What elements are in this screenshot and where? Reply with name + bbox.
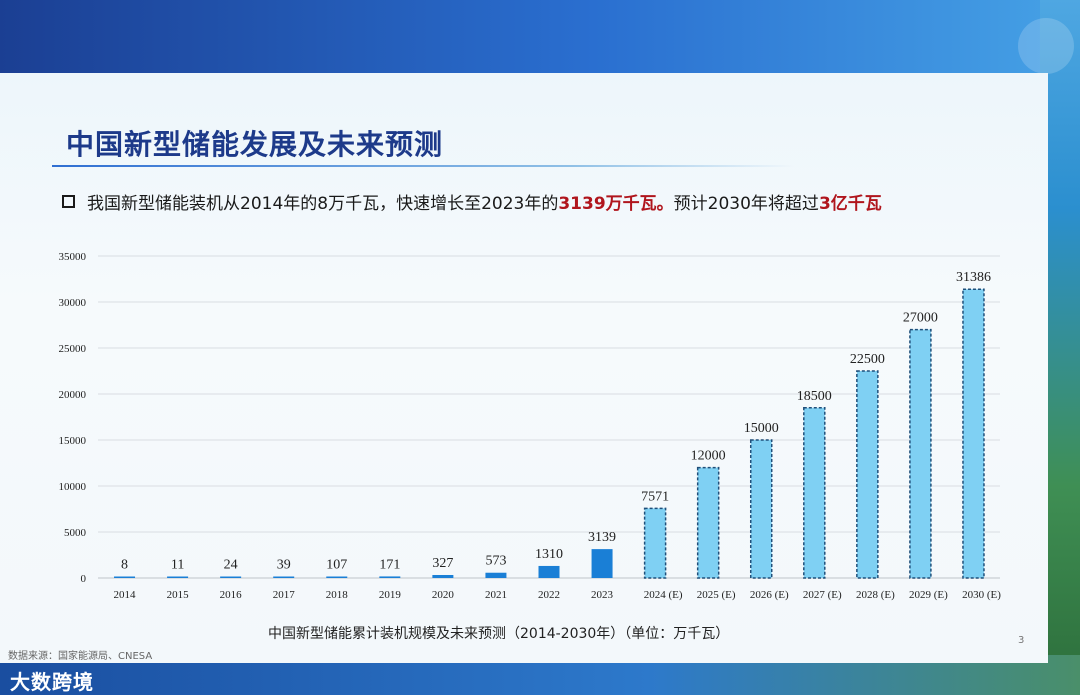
title-underline	[52, 165, 794, 167]
chart-caption: 中国新型储能累计装机规模及未来预测（2014-2030年）（单位：万千瓦）	[268, 626, 730, 642]
y-tick-label: 10000	[59, 481, 87, 493]
x-tick-label: 2015	[167, 589, 190, 601]
bar	[114, 576, 136, 578]
data-label: 3139	[588, 530, 616, 545]
bar	[485, 572, 507, 578]
data-label: 27000	[903, 311, 938, 326]
x-tick-label: 2016	[220, 589, 243, 601]
x-tick-label: 2026 (E)	[750, 589, 789, 601]
data-label: 327	[432, 556, 453, 571]
presentation-background-top	[0, 0, 1080, 80]
bar	[696, 466, 720, 579]
data-source: 数据来源：国家能源局、CNESA	[8, 651, 153, 662]
y-tick-label: 15000	[59, 435, 87, 447]
x-tick-label: 2030 (E)	[962, 589, 1001, 601]
bar	[326, 576, 348, 578]
summary-bullet: 我国新型储能装机从2014年的8万千瓦，快速增长至2023年的3139万千瓦。预…	[62, 189, 882, 214]
bullet-square-icon	[62, 195, 75, 208]
slide-title: 中国新型储能发展及未来预测	[66, 128, 444, 161]
bar	[538, 565, 560, 578]
data-label: 12000	[691, 449, 726, 464]
x-tick-label: 2017	[273, 589, 296, 601]
data-label: 24	[224, 558, 238, 573]
slide: 中国新型储能发展及未来预测 我国新型储能装机从2014年的8万千瓦，快速增长至2…	[0, 73, 1048, 663]
data-label: 171	[379, 557, 400, 572]
data-label: 15000	[744, 421, 779, 436]
bar	[909, 328, 932, 579]
data-label: 39	[277, 558, 291, 573]
page-number: 3	[1018, 635, 1025, 646]
bullet-highlight-2: 3亿千瓦	[818, 194, 882, 214]
data-label: 22500	[850, 352, 885, 367]
x-tick-label: 2024 (E)	[644, 589, 683, 601]
data-label: 573	[485, 554, 506, 569]
bar	[432, 574, 454, 578]
bar	[591, 549, 613, 578]
y-tick-label: 5000	[64, 527, 87, 539]
x-tick-label: 2021	[485, 589, 507, 601]
bar	[167, 576, 189, 578]
data-label: 107	[326, 558, 347, 573]
x-tick-label: 2025 (E)	[697, 589, 736, 601]
x-tick-label: 2029 (E)	[909, 589, 948, 601]
bar	[962, 288, 985, 579]
bar	[220, 576, 242, 578]
bullet-text-2: 预计2030年将超过	[673, 194, 819, 214]
x-tick-label: 2028 (E)	[856, 589, 895, 601]
data-label: 11	[171, 558, 184, 573]
bullet-text-1: 我国新型储能装机从2014年的8万千瓦，快速增长至2023年的	[87, 194, 559, 214]
x-tick-label: 2027 (E)	[803, 589, 842, 601]
x-tick-label: 2018	[326, 589, 349, 601]
y-tick-label: 0	[81, 573, 87, 585]
x-tick-label: 2022	[538, 589, 560, 601]
x-tick-label: 2023	[591, 589, 614, 601]
bar	[803, 407, 826, 579]
y-tick-label: 20000	[59, 389, 87, 401]
bar-chart: 0 5000 10000 15000 20000 25000 30000 35000 8 2014…	[59, 251, 1002, 601]
y-tick-label: 35000	[59, 251, 87, 263]
data-label: 8	[121, 558, 128, 573]
y-tick-label: 30000	[59, 297, 87, 309]
watermark-logo: 大数跨境	[10, 670, 94, 694]
bar	[643, 507, 667, 579]
data-label: 7571	[641, 489, 669, 504]
x-tick-label: 2019	[379, 589, 402, 601]
data-label: 1310	[535, 547, 563, 562]
bullet-highlight-1: 3139万千瓦。	[558, 194, 674, 214]
bar	[856, 370, 879, 579]
data-label: 31386	[956, 270, 991, 285]
x-tick-label: 2014	[114, 589, 137, 601]
x-tick-label: 2020	[432, 589, 455, 601]
bar	[273, 576, 295, 578]
y-tick-label: 25000	[59, 343, 87, 355]
data-label: 18500	[797, 389, 832, 404]
bar	[379, 576, 401, 578]
bar	[749, 439, 773, 579]
chart-logo-icon	[1018, 18, 1074, 74]
